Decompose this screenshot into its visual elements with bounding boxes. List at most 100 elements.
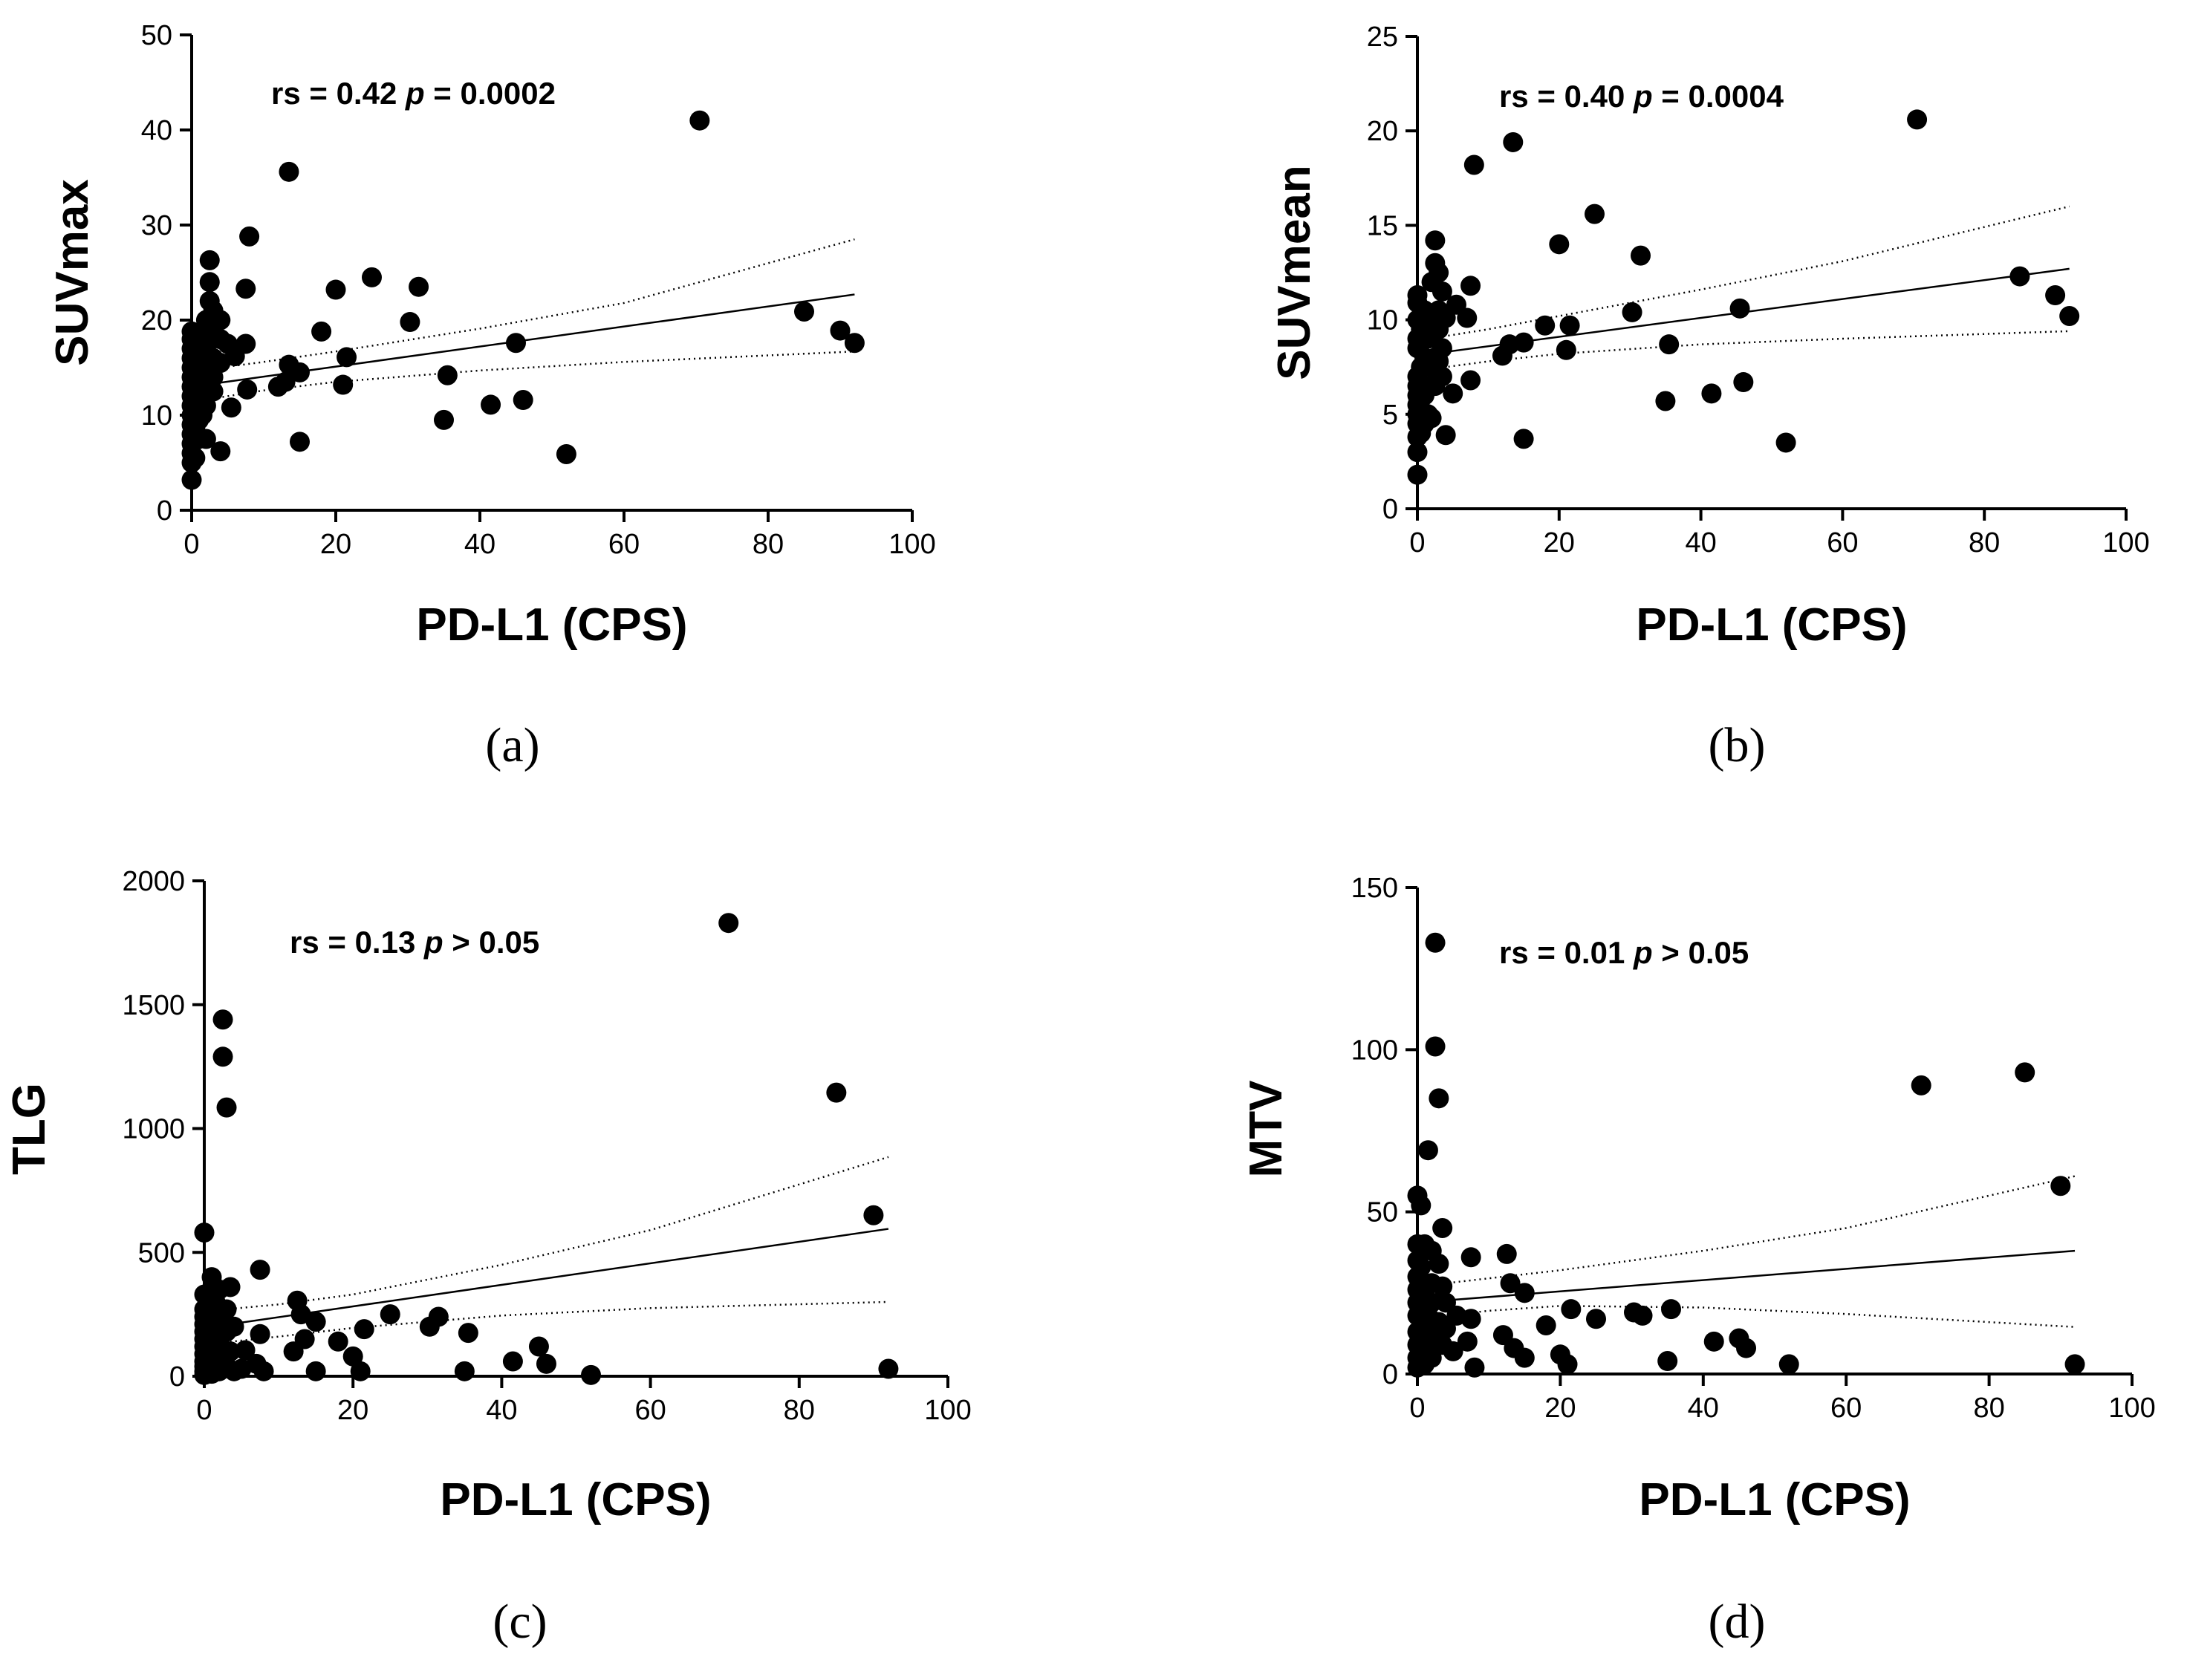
data-point [1429,1254,1449,1274]
x-axis-title: PD-L1 (CPS) [1639,1474,1910,1526]
data-point [1535,315,1556,336]
x-tick-label: 0 [183,529,199,560]
data-point [528,1336,549,1357]
data-point [2045,285,2066,306]
data-point [1432,1218,1453,1238]
panel-label: (a) [485,718,539,772]
x-axis-title: PD-L1 (CPS) [1636,599,1907,651]
ci-upper-line [1417,1175,2076,1288]
data-point [2059,306,2080,327]
data-point [502,1351,523,1372]
data-point [1411,1195,1432,1216]
data-point [203,381,224,402]
data-point [212,1009,233,1030]
x-tick-label: 0 [1409,527,1425,559]
data-point [1429,1088,1449,1109]
y-axis-title: TLG [4,1083,55,1175]
data-point [1432,338,1452,359]
y-tick-label: 15 [1367,210,1398,241]
x-tick-label: 20 [1544,1393,1576,1424]
data-point [224,1316,244,1337]
data-point [1661,1299,1682,1320]
y-tick-label: 40 [141,115,172,146]
data-point [305,1361,326,1381]
data-point [1514,1347,1535,1368]
data-point [1421,408,1442,429]
data-point [210,441,231,462]
data-point [216,1299,237,1320]
data-point [1514,1283,1535,1303]
data-point [1417,1140,1438,1161]
data-point [290,362,310,382]
scatter-panel-d: 0 20 40 60 80 100 0 50 100 150 PD-L1 (CPS) MTV rs = … [1241,873,2156,1649]
data-point [1659,334,1680,355]
data-point [513,390,533,411]
data-point [194,1222,215,1243]
data-point [1443,1341,1463,1361]
data-point [1907,109,1928,130]
data-point [275,371,296,392]
data-point [718,913,739,934]
y-tick-label: 100 [1351,1035,1398,1066]
data-point [220,1277,241,1298]
data-point [294,1329,315,1349]
y-tick-label: 0 [1382,494,1398,525]
data-point [1463,154,1484,175]
data-point [1421,1292,1442,1313]
correlation-annotation: rs = 0.42 p = 0.0002 [271,76,556,111]
x-tick-label: 60 [1827,527,1858,559]
data-point [2015,1062,2035,1083]
data-point [428,1306,449,1327]
data-point [437,365,458,385]
data-point [1460,276,1481,296]
y-axis-title: SUVmean [1269,165,1320,380]
data-point [794,301,814,322]
x-tick-label: 20 [320,529,351,560]
data-point [1585,204,1605,224]
data-point [434,409,454,430]
data-point [1556,339,1576,360]
data-point [342,1346,363,1367]
data-point [458,1323,478,1344]
stat-suffix: > 0.05 [443,925,540,960]
data-point [409,276,429,297]
data-point [216,1097,237,1118]
x-axis-title: PD-L1 (CPS) [416,599,687,651]
data-point [181,469,202,490]
stat-p-symbol: p [405,76,425,111]
x-tick-label: 60 [634,1395,666,1426]
data-point [380,1304,400,1325]
data-point [311,321,332,342]
correlation-annotation: rs = 0.40 p = 0.0004 [1499,79,1784,114]
y-axis-title: MTV [1241,1081,1292,1178]
data-point [1457,1331,1478,1352]
data-point [1425,932,1446,953]
y-axis-title: SUVmax [47,179,98,366]
data-point [400,312,420,333]
data-point [1631,245,1651,266]
x-tick-label: 60 [1830,1393,1862,1424]
data-point [1911,1075,1931,1095]
data-point [863,1205,884,1225]
data-point [250,1324,270,1344]
data-point [1513,429,1534,449]
data-point [279,161,299,182]
x-tick-label: 100 [2108,1393,2155,1424]
data-point [506,333,526,354]
data-point [1775,432,1796,453]
data-point [237,379,258,400]
data-point [328,1331,348,1352]
data-point [1778,1354,1799,1375]
x-tick-label: 100 [924,1395,971,1426]
x-tick-label: 80 [1973,1393,2004,1424]
y-tick-label: 1000 [122,1114,185,1145]
data-point [1460,1309,1481,1329]
x-tick-label: 0 [196,1395,212,1426]
data-point [235,333,256,354]
x-tick-label: 40 [486,1395,517,1426]
data-point [844,333,865,354]
x-tick-label: 100 [2102,527,2149,559]
y-tick-label: 0 [1382,1359,1398,1390]
data-point [221,397,241,418]
data-point [1736,1338,1757,1358]
